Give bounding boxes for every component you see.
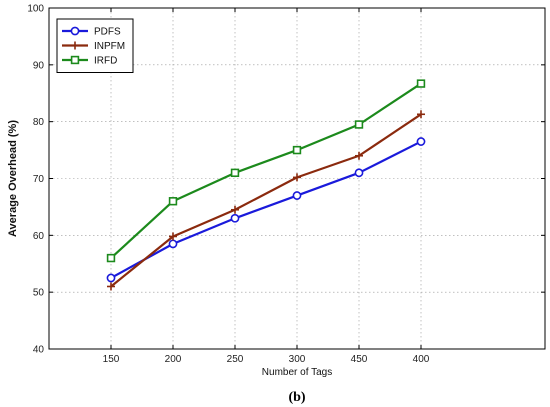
y-tick-label: 50: [33, 288, 45, 299]
grid: [49, 8, 545, 349]
y-tick-label: 60: [33, 231, 45, 242]
series-pdfs: [106, 137, 426, 283]
x-tick-label: 300: [289, 354, 306, 365]
legend-item-pdfs: PDFS: [62, 27, 121, 38]
data-point-inpfm: [293, 173, 301, 182]
series-group: [106, 79, 426, 291]
data-point-pdfs: [292, 191, 302, 200]
series-line-inpfm: [110, 113, 422, 288]
series-inpfm: [107, 110, 425, 291]
legend-items: PDFS INPFM IRFD: [62, 27, 125, 67]
x-tick-label: 250: [227, 354, 244, 365]
legend-item-irfd: IRFD: [62, 56, 117, 67]
legend-marker: [71, 41, 79, 50]
series-line-pdfs: [110, 140, 422, 279]
legend-item-inpfm: INPFM: [62, 41, 125, 52]
y-tick-label: 90: [33, 60, 45, 71]
legend-marker: [70, 55, 80, 65]
x-tick-label: 200: [165, 354, 182, 365]
data-point-pdfs: [230, 213, 240, 223]
data-point-inpfm: [417, 110, 425, 119]
x-tick-label: 450: [351, 354, 368, 365]
series-irfd: [106, 79, 426, 263]
data-point-pdfs: [416, 137, 426, 146]
data-point-irfd: [106, 253, 116, 263]
data-point-irfd: [416, 79, 426, 88]
series-line-irfd: [110, 82, 422, 259]
data-point-pdfs: [106, 273, 116, 283]
data-point-inpfm: [355, 151, 363, 160]
data-point-irfd: [292, 145, 302, 155]
data-point-inpfm: [169, 232, 177, 241]
y-axis-label: Average Overhead (%): [7, 120, 19, 237]
data-point-inpfm: [107, 282, 115, 291]
y-tick-label: 70: [33, 174, 45, 185]
data-point-pdfs: [354, 168, 364, 178]
legend-label: INPFM: [94, 41, 125, 52]
legend: PDFS INPFM IRFD: [56, 18, 134, 73]
data-point-irfd: [230, 168, 240, 178]
y-tick-label: 100: [27, 4, 44, 15]
data-point-irfd: [354, 120, 364, 129]
data-point-irfd: [168, 197, 178, 206]
x-tick-label: 400: [413, 354, 430, 365]
y-tick-label: 40: [33, 345, 45, 356]
y-tick-label: 80: [33, 117, 45, 128]
figure-caption: (b): [288, 390, 305, 405]
legend-label: IRFD: [94, 56, 117, 67]
x-axis-ticks: 150 200 250 300 450 400: [103, 8, 430, 365]
data-point-inpfm: [231, 205, 239, 214]
x-axis-label: Number of Tags: [262, 367, 332, 378]
data-point-pdfs: [168, 239, 178, 249]
x-tick-label: 150: [103, 354, 120, 365]
y-axis-ticks: 40 50 60 70 80 90 100: [27, 4, 545, 356]
legend-label: PDFS: [94, 27, 121, 38]
legend-marker: [70, 26, 80, 36]
